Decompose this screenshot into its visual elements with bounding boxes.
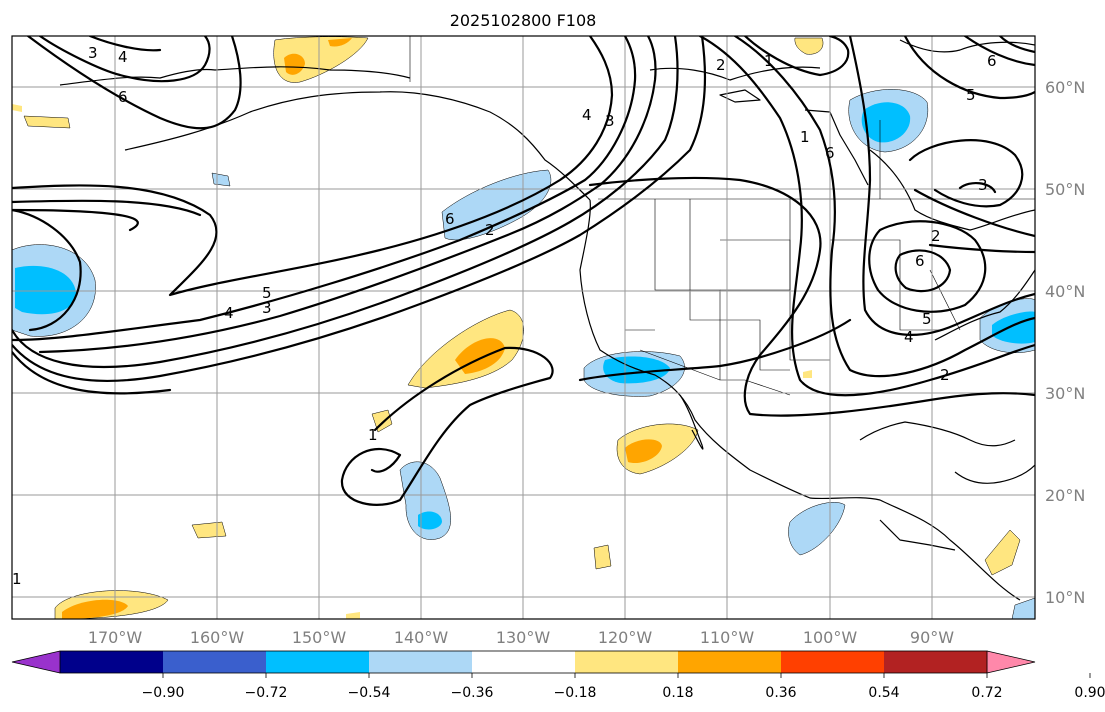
contour-label: 2 xyxy=(485,221,495,239)
colorbar-swatch xyxy=(60,651,164,673)
contour-label: 1 xyxy=(800,128,810,146)
contour-label: 5 xyxy=(922,310,932,328)
lon-label: 150°W xyxy=(292,628,347,647)
lon-label: 120°W xyxy=(598,628,653,647)
lon-label: 90°W xyxy=(910,628,954,647)
figure-title: 2025102800 F108 xyxy=(450,11,597,30)
colorbar-frame xyxy=(59,650,988,674)
colorbar-tick-label: −0.36 xyxy=(451,685,494,701)
lat-label: 50°N xyxy=(1045,180,1085,199)
colorbar-tick-label: −0.54 xyxy=(348,685,391,701)
lat-label: 40°N xyxy=(1045,282,1085,301)
state-borders xyxy=(409,36,1035,420)
contour-label: 3 xyxy=(978,176,988,194)
lat-axis-labels: 60°N 50°N 40°N 30°N 20°N 10°N xyxy=(1045,78,1085,607)
contour-label: 3 xyxy=(88,44,98,62)
colorbar-swatch xyxy=(266,651,370,673)
colorbar-tick-label: 0.90 xyxy=(1074,685,1105,701)
colorbar: −0.90 −0.72 −0.54 −0.36 −0.18 0.18 0.36 0.54 0.7… xyxy=(11,650,1105,701)
colorbar-extend-low xyxy=(12,651,60,673)
positive-anomalies xyxy=(12,36,1021,619)
lat-label: 20°N xyxy=(1045,486,1085,505)
colorbar-swatch xyxy=(472,651,576,673)
lon-label: 140°W xyxy=(394,628,449,647)
lon-label: 170°W xyxy=(88,628,143,647)
colorbar-tick-label: 0.54 xyxy=(868,685,899,701)
colorbar-tick-label: 0.72 xyxy=(971,685,1002,701)
colorbar-tick-label: 0.18 xyxy=(662,685,693,701)
colorbar-tick-label: −0.18 xyxy=(554,685,597,701)
colorbar-swatch xyxy=(884,651,988,673)
colorbar-swatch xyxy=(781,651,885,673)
colorbar-swatch xyxy=(163,651,267,673)
contour-label: 2 xyxy=(940,366,950,384)
lat-label: 10°N xyxy=(1045,588,1085,607)
contour-label: 6 xyxy=(825,144,835,162)
contour-label: 6 xyxy=(118,88,128,106)
contour-label: 2 xyxy=(931,227,941,245)
contour-label: 6 xyxy=(445,210,455,228)
contour-label: 4 xyxy=(904,328,914,346)
contour-label: 2 xyxy=(716,56,726,74)
lon-label: 110°W xyxy=(700,628,755,647)
contour-label: 4 xyxy=(118,48,128,66)
lat-label: 30°N xyxy=(1045,384,1085,403)
contour-label: 1 xyxy=(764,52,774,70)
contour-labels: 6 3 4 6 1 2 2 1 6 5 6 2 5 4 3 5 2 4 3 6 … xyxy=(12,44,997,588)
contour-label: 4 xyxy=(582,106,592,124)
contours xyxy=(12,36,1035,506)
map-frame xyxy=(11,35,1036,620)
colorbar-tick-label: −0.72 xyxy=(245,685,288,701)
contour-label: 6 xyxy=(987,52,997,70)
contour-label: 4 xyxy=(224,304,234,322)
colorbar-swatch xyxy=(575,651,679,673)
contour-label: 1 xyxy=(368,426,378,444)
lon-label: 160°W xyxy=(190,628,245,647)
contour-label: 3 xyxy=(605,112,615,130)
lat-label: 60°N xyxy=(1045,78,1085,97)
lon-label: 100°W xyxy=(803,628,858,647)
contour-label: 5 xyxy=(966,86,976,104)
map-area: 6 3 4 6 1 2 2 1 6 5 6 2 5 4 3 5 2 4 3 6 … xyxy=(12,36,1035,619)
colorbar-tick-label: 0.36 xyxy=(765,685,796,701)
colorbar-swatch xyxy=(369,651,473,673)
colorbar-extend-high xyxy=(987,651,1035,673)
contour-label: 6 xyxy=(915,252,925,270)
contour-label: 1 xyxy=(12,570,22,588)
colorbar-tick-label: −0.90 xyxy=(142,685,185,701)
contour-label: 3 xyxy=(262,299,272,317)
lon-axis-labels: 170°W 160°W 150°W 140°W 130°W 120°W 110°… xyxy=(88,628,954,647)
colorbar-swatch xyxy=(678,651,782,673)
contour-label: 5 xyxy=(262,284,272,302)
lon-label: 130°W xyxy=(496,628,551,647)
